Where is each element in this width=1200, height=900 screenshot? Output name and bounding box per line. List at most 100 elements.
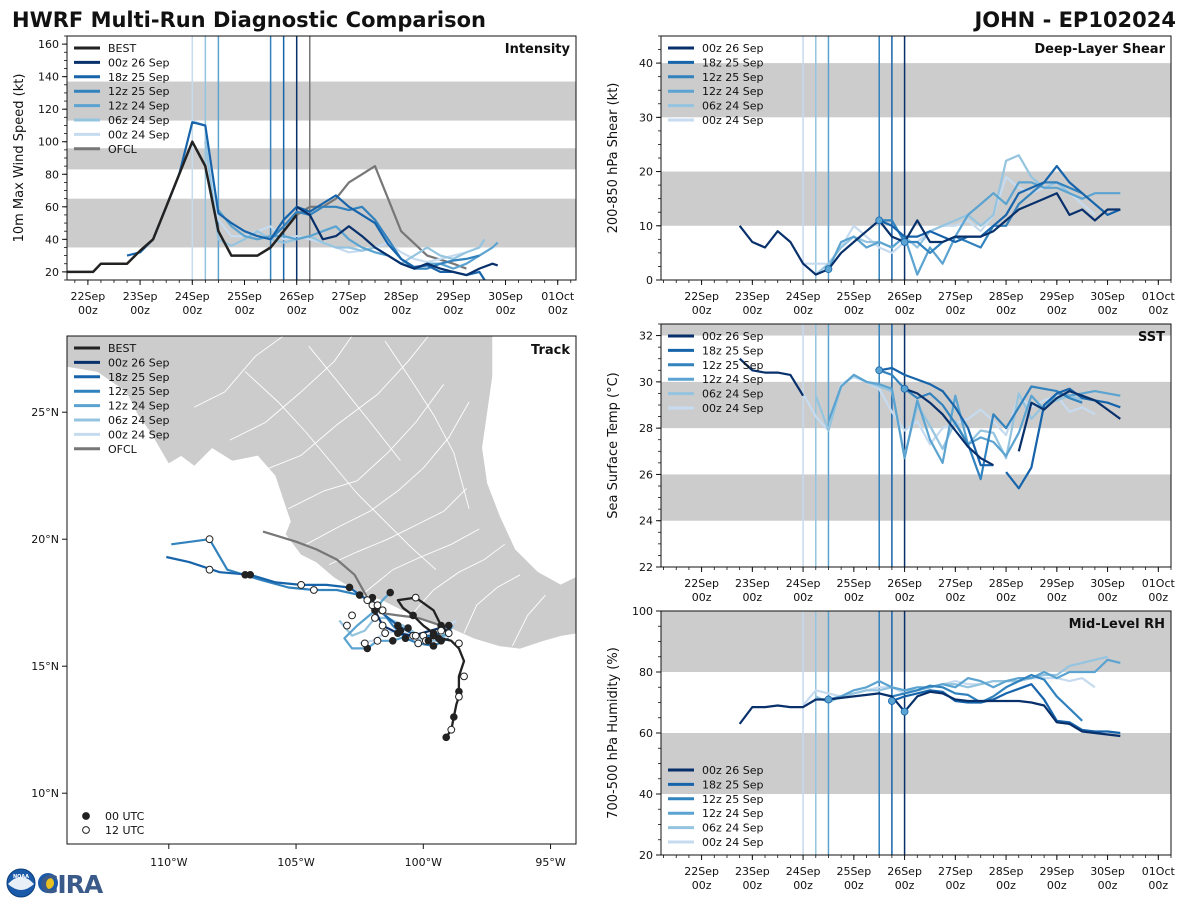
legend-label-12z-24-sep: 12z 24 Sep (108, 100, 170, 113)
legend-label-12z-25-sep: 12z 25 Sep (702, 71, 764, 84)
x-tick-date: 23Sep (735, 865, 770, 878)
x-tick-date: 01Oct (541, 290, 575, 303)
series-line-best (67, 140, 298, 274)
y-tick-label: 40 (639, 788, 653, 801)
x-tick-hour: 00z (1098, 304, 1118, 317)
x-tick-hour: 00z (443, 304, 463, 317)
x-tick-hour: 00z (793, 591, 813, 604)
init-marker-2 (900, 707, 909, 716)
y-tick-label: 10 (639, 220, 653, 233)
x-tick-hour: 00z (793, 879, 813, 892)
y-axis-label: 700-500 hPa Humidity (%) (606, 647, 621, 819)
land-mass-1 (67, 336, 182, 464)
x-tick-date: 24Sep (786, 865, 821, 878)
x-tick-date: 25Sep (227, 290, 262, 303)
legend-label-12z-24-sep: 12z 24 Sep (108, 400, 170, 413)
shaded-band-2 (67, 81, 576, 121)
legend-label-00z-26-sep: 00z 26 Sep (702, 764, 764, 777)
x-tick-hour: 00z (742, 591, 762, 604)
series-line-12z-25-sep (878, 369, 1083, 481)
x-tick-date: 28Sep (384, 290, 419, 303)
x-tick-date: 26Sep (887, 290, 922, 303)
legend-label-12z-24-sep: 12z 24 Sep (702, 373, 764, 386)
track-line-ofcl (262, 530, 442, 627)
map-frame (66, 335, 577, 845)
x-tick-date: 28Sep (989, 290, 1024, 303)
x-tick-date: 22Sep (684, 577, 719, 590)
track-map-panel: 110°W 105°W 100°W 95°W 10°N 15°N 20°N 25°N Track… (31, 335, 577, 869)
y-tick-label: 24 (639, 515, 653, 528)
x-tick-hour: 00z (895, 304, 915, 317)
x-tick-date: 24Sep (786, 577, 821, 590)
y-tick-label: 40 (639, 57, 653, 70)
y-tick-label: 160 (38, 38, 59, 51)
legend-label-18z-25-sep: 18z 25 Sep (702, 778, 764, 791)
lon-tick-label: 100°W (405, 856, 442, 869)
legend-label-00z-26-sep: 00z 26 Sep (108, 356, 170, 369)
legend-label-12z-25-sep: 12z 25 Sep (702, 793, 764, 806)
x-tick-date: 29Sep (1039, 865, 1074, 878)
state-border-9 (511, 594, 546, 647)
track-point-12utc (437, 626, 446, 635)
x-tick-hour: 00z (1047, 304, 1067, 317)
y-tick-label: 80 (45, 168, 59, 181)
x-tick-date: 23Sep (735, 577, 770, 590)
x-tick-hour: 00z (339, 304, 359, 317)
x-tick-date: 28Sep (989, 865, 1024, 878)
track-point-12utc (378, 621, 387, 630)
series-line-18z-25-sep (879, 366, 1121, 490)
plot-area (661, 611, 1171, 855)
series-line-18z-25-sep (878, 165, 1121, 244)
init-marker-2 (900, 238, 909, 246)
shaded-band-1 (661, 63, 1171, 118)
legend-label-18z-25-sep: 18z 25 Sep (702, 344, 764, 357)
x-tick-hour: 00z (996, 879, 1016, 892)
y-tick-label: 100 (38, 136, 59, 149)
rh-panel: 2040608010022Sep00z23Sep00z24Sep00z25Sep… (606, 605, 1176, 892)
state-border-3 (288, 384, 445, 510)
legend-label-best: BEST (108, 42, 136, 55)
plot-area (661, 36, 1171, 280)
track-point-00utc (444, 621, 453, 630)
x-tick-hour: 00z (793, 304, 813, 317)
track-point-12utc (205, 565, 214, 574)
y-tick-label: 22 (639, 561, 653, 574)
track-point-12utc (343, 621, 351, 630)
y-tick-label: 40 (45, 233, 59, 246)
state-border-0 (194, 336, 284, 408)
series-line-00z-24-sep (802, 677, 1096, 707)
y-tick-label: 32 (639, 330, 653, 343)
x-tick-hour: 00z (130, 304, 150, 317)
panel-title: Deep-Layer Shear (1034, 42, 1165, 57)
x-tick-date: 26Sep (887, 577, 922, 590)
shaded-band-0 (661, 171, 1171, 226)
track-point-00utc (424, 636, 433, 645)
x-tick-date: 27Sep (938, 865, 973, 878)
legend-label-12z-24-sep: 12z 24 Sep (702, 807, 764, 820)
legend-label-06z-24-sep: 06z 24 Sep (702, 388, 764, 401)
series-line-12z-24-sep (828, 658, 1121, 701)
x-tick-hour: 00z (895, 879, 915, 892)
x-tick-hour: 00z (692, 879, 712, 892)
cira-logo-text: CIRA (40, 870, 104, 899)
legend-label-ofcl: OFCL (108, 443, 138, 456)
track-point-00utc (241, 570, 249, 579)
series-line-12z-24-sep (827, 181, 1121, 276)
logo-block: NOAA CIRA (6, 868, 105, 899)
track-point-00utc (401, 634, 410, 643)
y-tick-label: 100 (632, 605, 653, 618)
state-border-7 (412, 543, 505, 614)
legend-label-06z-24-sep: 06z 24 Sep (702, 822, 764, 835)
track-point-12utc (373, 601, 382, 610)
lon-tick-label: 105°W (277, 856, 314, 869)
series-line-ofcl (296, 165, 467, 270)
legend-label-00z-24-sep: 00z 24 Sep (108, 128, 170, 141)
track-point-12utc (455, 639, 463, 648)
x-tick-date: 22Sep (684, 865, 719, 878)
x-tick-hour: 00z (1148, 879, 1168, 892)
shaded-band-0 (661, 474, 1171, 521)
track-point-12utc (378, 606, 387, 615)
